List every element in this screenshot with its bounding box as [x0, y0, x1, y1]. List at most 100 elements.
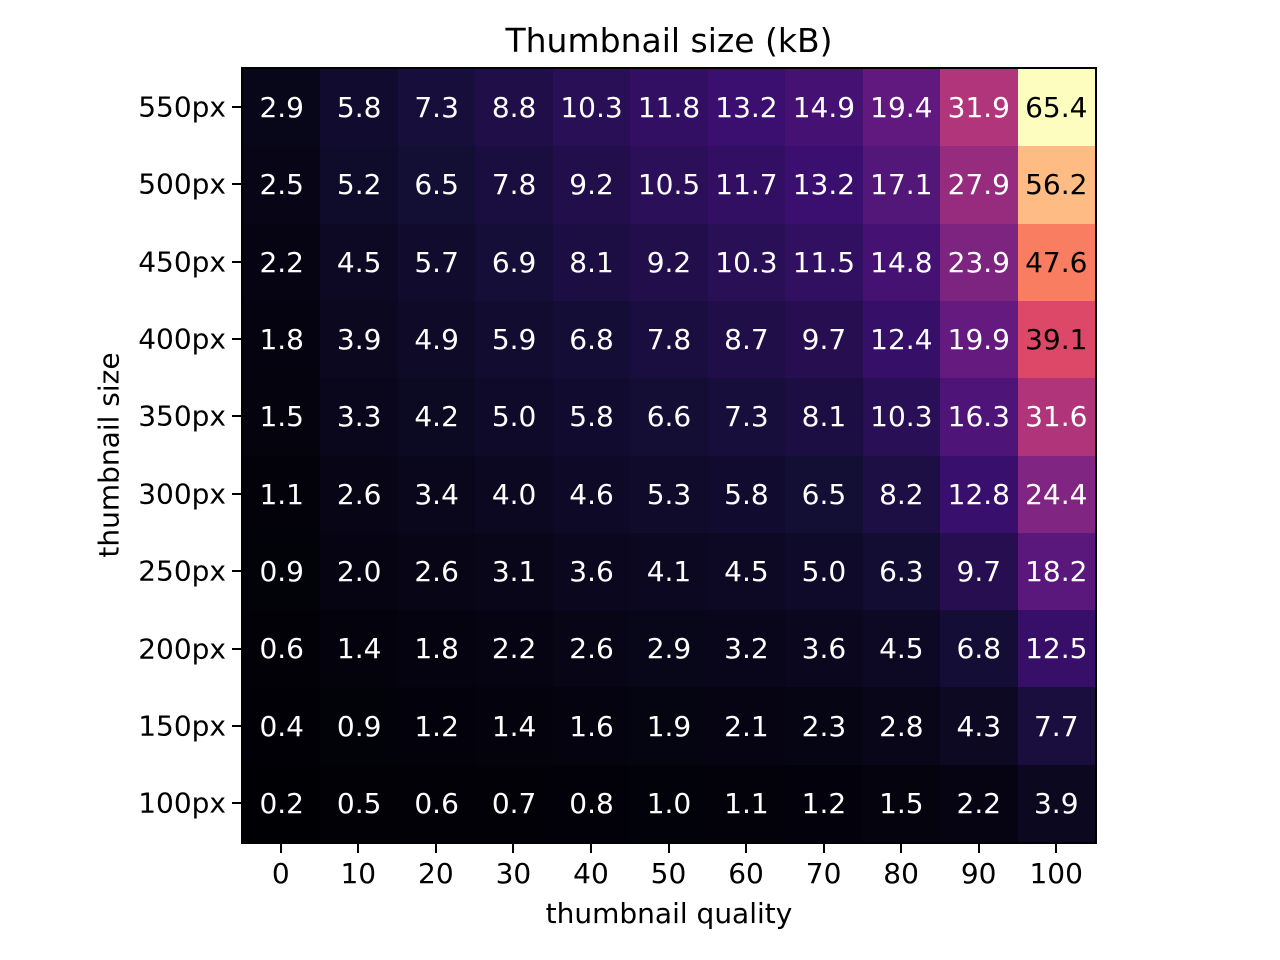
heatmap-cell: 8.8 [475, 69, 553, 147]
heatmap-cell: 2.2 [475, 610, 553, 688]
heatmap-cell: 19.9 [940, 300, 1018, 379]
heatmap-cell: 4.3 [940, 687, 1018, 765]
x-tick-mark [279, 844, 282, 853]
y-tick-mark [232, 724, 241, 727]
heatmap-cell: 9.2 [630, 223, 708, 301]
y-axis-label: thumbnail size [92, 352, 126, 558]
heatmap-cell: 10.5 [630, 146, 708, 224]
heatmap-cell: 14.9 [785, 69, 863, 147]
heatmap-cell: 1.5 [862, 764, 941, 842]
y-tick-mark [232, 105, 241, 108]
heatmap-cell: 10.3 [862, 378, 941, 456]
heatmap-cell: 4.9 [397, 300, 476, 379]
heatmap-cell: 6.6 [630, 378, 708, 456]
heatmap-cell: 7.8 [630, 300, 708, 379]
heatmap-cell: 1.2 [785, 764, 863, 842]
heatmap-cell: 4.5 [320, 223, 398, 301]
x-tick-label: 60 [728, 857, 764, 890]
heatmap-cell: 2.8 [862, 687, 941, 765]
x-tick-label: 100 [1029, 857, 1083, 890]
heatmap-cell: 1.8 [243, 300, 321, 379]
x-tick-label: 50 [650, 857, 687, 890]
heatmap-cell: 4.6 [552, 455, 631, 533]
heatmap-cell: 2.2 [243, 223, 321, 301]
x-tick-mark [977, 844, 980, 853]
heatmap-cell: 6.5 [785, 455, 863, 533]
x-tick-mark [900, 844, 903, 853]
x-tick-label: 40 [573, 857, 609, 890]
heatmap-cell: 8.1 [785, 378, 863, 456]
heatmap-cell: 23.9 [940, 223, 1018, 301]
heatmap-cell: 7.3 [397, 69, 476, 147]
heatmap-cell: 6.3 [862, 532, 941, 611]
heatmap-cell: 4.2 [397, 378, 476, 456]
heatmap-cell: 1.5 [243, 378, 321, 456]
heatmap-cell: 6.5 [397, 146, 476, 224]
heatmap-cell: 6.9 [475, 223, 553, 301]
heatmap-cell: 13.2 [785, 146, 863, 224]
heatmap-cell: 3.3 [320, 378, 398, 456]
heatmap-cell: 3.9 [1017, 764, 1095, 842]
y-tick-label: 250px [138, 554, 226, 588]
heatmap-cell: 7.3 [707, 378, 786, 456]
heatmap-cell: 1.0 [630, 764, 708, 842]
y-tick-label: 100px [138, 786, 226, 820]
x-tick-mark [512, 844, 515, 853]
heatmap-cell: 0.9 [320, 687, 398, 765]
heatmap-cell: 5.0 [785, 532, 863, 611]
heatmap-cell: 39.1 [1017, 300, 1095, 379]
heatmap-cell: 3.6 [785, 610, 863, 688]
y-tick-mark [232, 337, 241, 340]
heatmap-cell: 65.4 [1017, 69, 1095, 147]
heatmap-cell: 3.2 [707, 610, 786, 688]
x-tick-mark [357, 844, 360, 853]
x-tick-label: 10 [340, 857, 377, 890]
heatmap-cell: 31.6 [1017, 378, 1095, 456]
heatmap-cell: 1.4 [475, 687, 553, 765]
heatmap-cell: 0.8 [552, 764, 631, 842]
heatmap-cell: 2.0 [320, 532, 398, 611]
heatmap-cell: 0.9 [243, 532, 321, 611]
x-axis-label: thumbnail quality [545, 897, 793, 930]
heatmap-cell: 17.1 [862, 146, 941, 224]
x-tick-mark [1055, 844, 1058, 853]
y-tick-label: 200px [138, 632, 226, 665]
heatmap-cell: 2.1 [707, 687, 786, 765]
heatmap-cell: 2.6 [397, 532, 476, 611]
heatmap-cell: 3.6 [552, 532, 631, 611]
heatmap-cell: 1.2 [397, 687, 476, 765]
heatmap-cell: 2.5 [243, 146, 321, 224]
heatmap-cell: 1.4 [320, 610, 398, 688]
heatmap-cell: 8.7 [707, 300, 786, 379]
heatmap-cell: 9.7 [940, 532, 1018, 611]
heatmap-cell: 8.1 [552, 223, 631, 301]
heatmap-cell: 4.5 [862, 610, 941, 688]
x-tick-label: 0 [271, 857, 290, 890]
heatmap-cell: 24.4 [1017, 455, 1095, 533]
heatmap-cell: 4.0 [475, 455, 553, 533]
heatmap-cell: 31.9 [940, 69, 1018, 147]
heatmap-cell: 0.7 [475, 764, 553, 842]
heatmap-cell: 7.8 [475, 146, 553, 224]
heatmap-cell: 5.8 [707, 455, 786, 533]
heatmap-cell: 1.1 [243, 455, 321, 533]
heatmap-cell: 5.7 [397, 223, 476, 301]
heatmap-cell: 11.7 [707, 146, 786, 224]
heatmap-cell: 5.3 [630, 455, 708, 533]
heatmap-cell: 12.4 [862, 300, 941, 379]
y-tick-mark [232, 183, 241, 186]
heatmap-cell: 12.8 [940, 455, 1018, 533]
heatmap-cell: 0.6 [243, 610, 321, 688]
y-tick-mark [232, 570, 241, 573]
heatmap-cell: 12.5 [1017, 610, 1095, 688]
heatmap-cell: 2.9 [243, 69, 321, 147]
heatmap-cell: 5.0 [475, 378, 553, 456]
heatmap-cell: 14.8 [862, 223, 941, 301]
heatmap-cell: 1.6 [552, 687, 631, 765]
heatmap-cell: 2.6 [320, 455, 398, 533]
x-tick-label: 80 [883, 857, 919, 890]
x-tick-label: 90 [960, 857, 997, 890]
chart-title: Thumbnail size (kB) [505, 21, 833, 60]
heatmap-cell: 4.1 [630, 532, 708, 611]
x-tick-label: 70 [805, 857, 842, 890]
